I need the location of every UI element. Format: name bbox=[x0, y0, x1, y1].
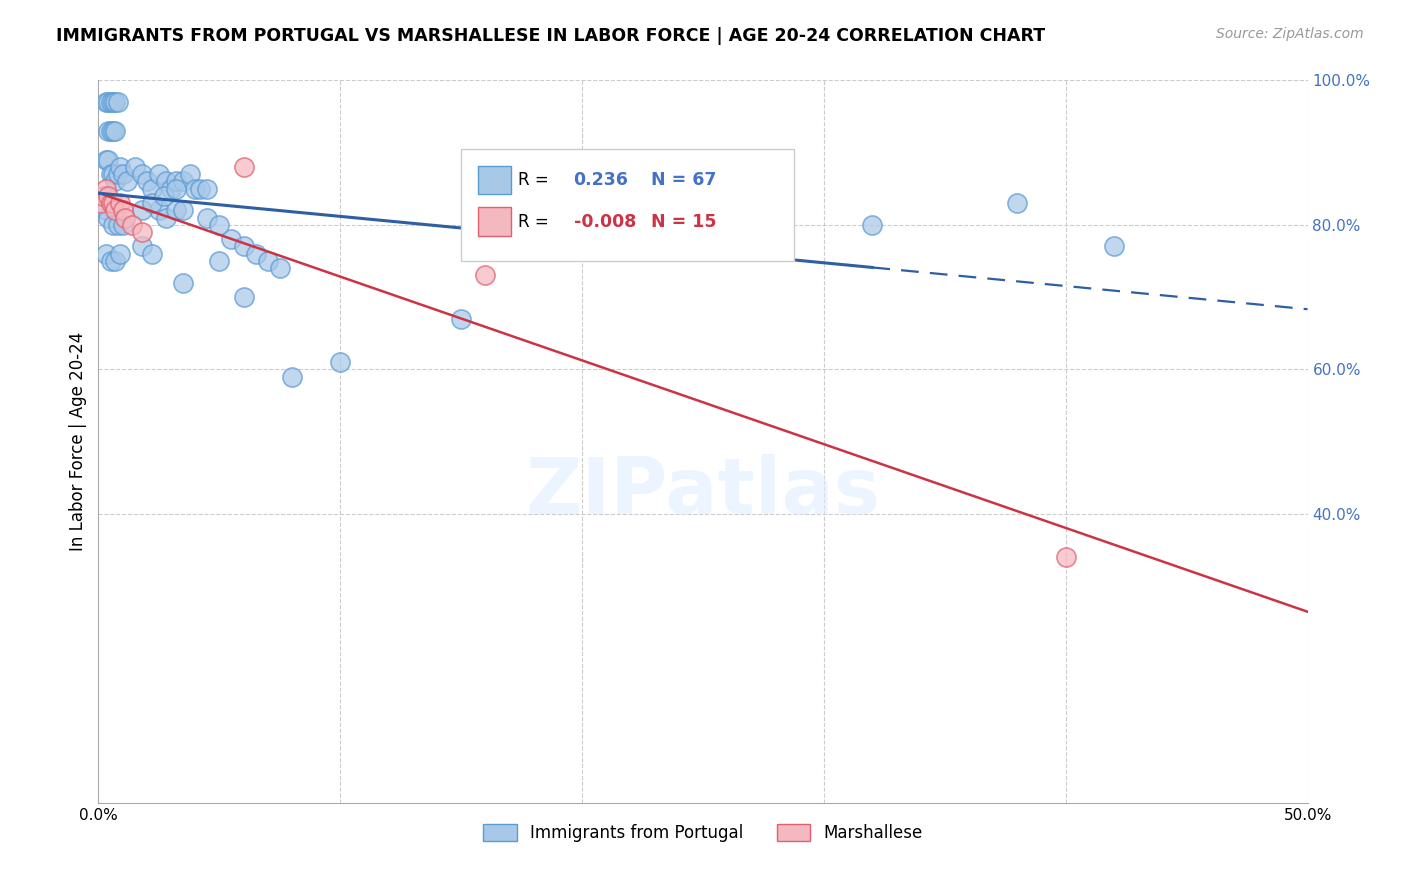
Text: N = 15: N = 15 bbox=[651, 213, 717, 231]
Point bbox=[100, 124, 122, 138]
FancyBboxPatch shape bbox=[478, 208, 510, 236]
Point bbox=[94, 153, 117, 167]
Point bbox=[195, 182, 218, 196]
Point bbox=[121, 218, 143, 232]
Point bbox=[172, 276, 194, 290]
FancyBboxPatch shape bbox=[461, 149, 793, 260]
Point bbox=[221, 232, 243, 246]
Point bbox=[94, 95, 117, 109]
Point bbox=[124, 160, 146, 174]
Point bbox=[104, 174, 127, 188]
Point bbox=[1102, 239, 1125, 253]
Text: R =: R = bbox=[517, 213, 554, 231]
Point bbox=[474, 268, 496, 283]
Point bbox=[100, 196, 122, 211]
Point bbox=[108, 246, 131, 260]
Point bbox=[114, 211, 136, 225]
Point bbox=[232, 290, 254, 304]
Point bbox=[208, 253, 231, 268]
Point bbox=[245, 246, 267, 260]
Point bbox=[97, 95, 120, 109]
Point bbox=[232, 160, 254, 174]
Point bbox=[131, 225, 153, 239]
Point bbox=[172, 174, 194, 188]
Point bbox=[97, 124, 120, 138]
Point bbox=[329, 355, 352, 369]
Point bbox=[107, 95, 129, 109]
Point bbox=[232, 239, 254, 253]
Point bbox=[160, 182, 183, 196]
Point bbox=[101, 167, 124, 181]
Point bbox=[148, 203, 170, 218]
Text: IMMIGRANTS FROM PORTUGAL VS MARSHALLESE IN LABOR FORCE | AGE 20-24 CORRELATION C: IMMIGRANTS FROM PORTUGAL VS MARSHALLESE … bbox=[56, 27, 1046, 45]
Point bbox=[165, 174, 187, 188]
Point bbox=[91, 189, 114, 203]
Point bbox=[135, 174, 157, 188]
Point bbox=[256, 253, 278, 268]
Point bbox=[141, 246, 163, 260]
Point bbox=[179, 167, 201, 181]
Point bbox=[188, 182, 211, 196]
Point bbox=[131, 167, 153, 181]
Text: -0.008: -0.008 bbox=[574, 213, 636, 231]
Point bbox=[101, 196, 124, 211]
Point bbox=[104, 95, 127, 109]
Text: Source: ZipAtlas.com: Source: ZipAtlas.com bbox=[1216, 27, 1364, 41]
Point bbox=[141, 182, 163, 196]
Point bbox=[165, 182, 187, 196]
Point bbox=[107, 218, 129, 232]
Point bbox=[101, 218, 124, 232]
Point bbox=[100, 253, 122, 268]
Text: N = 67: N = 67 bbox=[651, 171, 717, 189]
Text: R =: R = bbox=[517, 171, 554, 189]
Point bbox=[281, 369, 304, 384]
Point bbox=[111, 218, 134, 232]
Point bbox=[131, 203, 153, 218]
Point bbox=[100, 167, 122, 181]
Text: ZIPatlas: ZIPatlas bbox=[526, 454, 880, 530]
Point bbox=[111, 203, 134, 218]
Point bbox=[165, 203, 187, 218]
Point bbox=[155, 174, 177, 188]
Text: 0.236: 0.236 bbox=[574, 171, 628, 189]
Point bbox=[152, 189, 174, 203]
Point bbox=[101, 124, 124, 138]
Legend: Immigrants from Portugal, Marshallese: Immigrants from Portugal, Marshallese bbox=[477, 817, 929, 848]
Point bbox=[131, 239, 153, 253]
FancyBboxPatch shape bbox=[478, 166, 510, 194]
Point bbox=[117, 174, 139, 188]
Point bbox=[90, 196, 112, 211]
Point bbox=[94, 246, 117, 260]
Point bbox=[101, 95, 124, 109]
Point bbox=[148, 167, 170, 181]
Point bbox=[104, 203, 127, 218]
Point bbox=[104, 253, 127, 268]
Point bbox=[141, 196, 163, 211]
Point bbox=[1054, 550, 1077, 565]
Point bbox=[97, 211, 120, 225]
Point bbox=[172, 203, 194, 218]
Point bbox=[94, 182, 117, 196]
Point bbox=[450, 311, 472, 326]
Point bbox=[860, 218, 883, 232]
Point bbox=[107, 167, 129, 181]
Point bbox=[195, 211, 218, 225]
Point bbox=[94, 203, 117, 218]
Y-axis label: In Labor Force | Age 20-24: In Labor Force | Age 20-24 bbox=[69, 332, 87, 551]
Point bbox=[108, 160, 131, 174]
Point bbox=[104, 124, 127, 138]
Point bbox=[97, 189, 120, 203]
Point bbox=[100, 95, 122, 109]
Point bbox=[155, 211, 177, 225]
Point bbox=[111, 167, 134, 181]
Point bbox=[1007, 196, 1029, 211]
Point bbox=[208, 218, 231, 232]
Point bbox=[108, 196, 131, 211]
Point bbox=[184, 182, 207, 196]
Point bbox=[97, 153, 120, 167]
Point bbox=[269, 261, 291, 276]
